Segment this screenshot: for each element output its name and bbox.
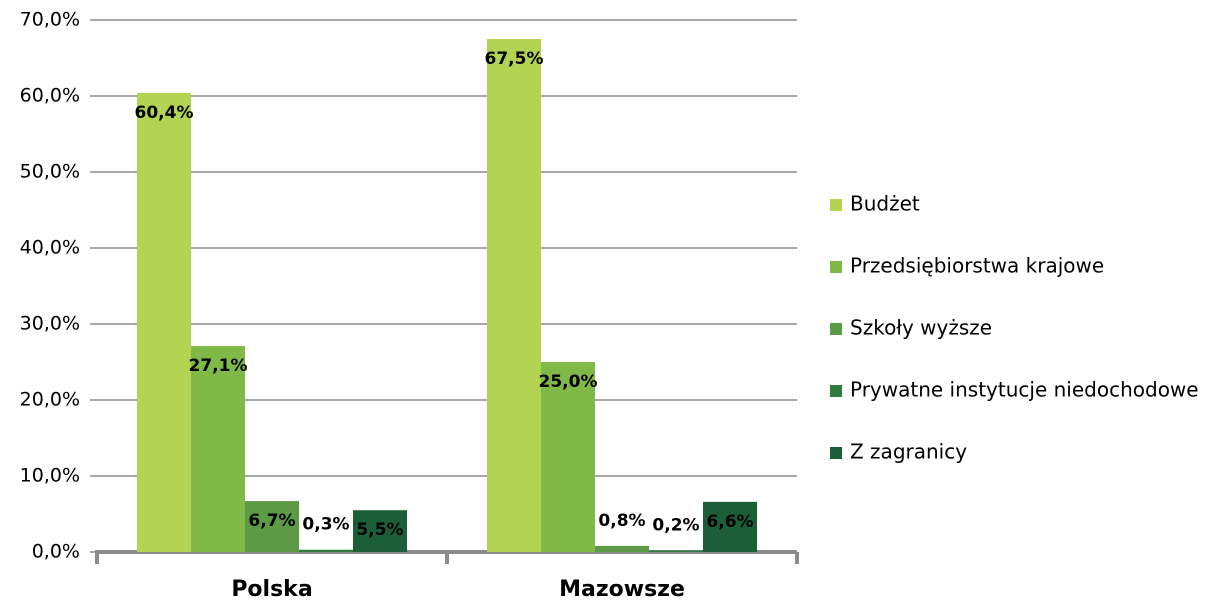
data-label: 6,7% xyxy=(248,511,295,531)
data-label: 60,4% xyxy=(135,103,194,123)
y-tick-label: 30,0% xyxy=(20,313,80,335)
data-label: 5,5% xyxy=(356,520,403,540)
bar xyxy=(191,346,245,552)
legend-label: Z zagranicy xyxy=(850,440,967,464)
bar xyxy=(487,39,541,552)
bar xyxy=(595,545,649,552)
legend-swatch xyxy=(830,447,842,459)
bar xyxy=(299,549,353,552)
legend-swatch xyxy=(830,199,842,211)
data-label: 0,3% xyxy=(302,515,349,535)
bar xyxy=(649,550,703,552)
legend-swatch xyxy=(830,261,842,273)
y-tick-label: 60,0% xyxy=(20,85,80,107)
data-label: 27,1% xyxy=(189,356,248,376)
y-tick-label: 0,0% xyxy=(32,541,80,563)
x-tick-label: Polska xyxy=(231,577,312,602)
bar xyxy=(541,362,595,552)
legend-swatch xyxy=(830,385,842,397)
bar xyxy=(137,92,191,553)
bar xyxy=(245,501,299,552)
x-tick-label: Mazowsze xyxy=(559,577,685,602)
y-tick-label: 50,0% xyxy=(20,161,80,183)
bar xyxy=(703,501,757,552)
legend-label: Przedsiębiorstwa krajowe xyxy=(850,254,1104,278)
data-label: 25,0% xyxy=(539,372,598,392)
data-label: 0,8% xyxy=(598,511,645,531)
data-label: 67,5% xyxy=(485,49,544,69)
legend-label: Szkoły wyższe xyxy=(850,316,992,340)
legend-label: Budżet xyxy=(850,192,920,216)
legend-swatch xyxy=(830,323,842,335)
data-label: 6,6% xyxy=(706,512,753,532)
y-tick-label: 10,0% xyxy=(20,465,80,487)
y-tick-label: 20,0% xyxy=(20,389,80,411)
y-tick-label: 40,0% xyxy=(20,237,80,259)
bar xyxy=(353,510,407,552)
data-label: 0,2% xyxy=(652,515,699,535)
legend-label: Prywatne instytucje niedochodowe xyxy=(850,378,1199,402)
y-tick-label: 70,0% xyxy=(20,9,80,31)
